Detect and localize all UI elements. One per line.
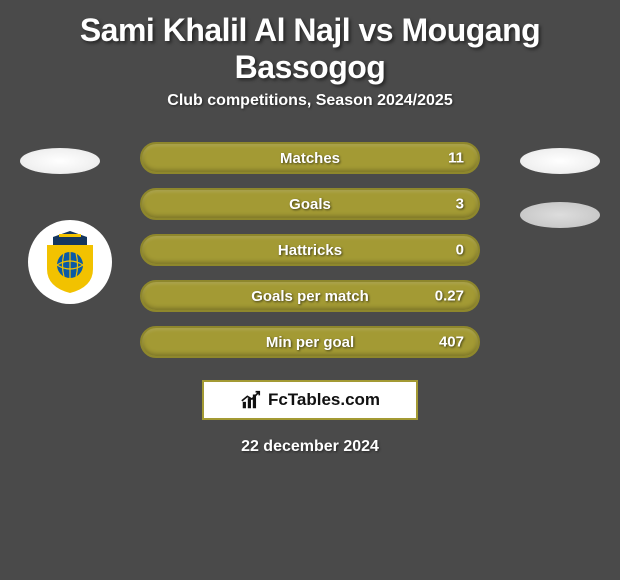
al-nassr-crest-icon [35, 227, 105, 297]
comparison-panel: Matches 11 Goals 3 Hattricks 0 Goals per… [0, 126, 620, 456]
stat-label: Matches [280, 150, 340, 167]
stat-bars: Matches 11 Goals 3 Hattricks 0 Goals per… [140, 126, 480, 358]
stat-label: Goals [289, 196, 331, 213]
stat-value: 0 [456, 242, 464, 259]
right-placeholder-ellipse-1 [520, 148, 600, 174]
stat-label: Hattricks [278, 242, 342, 259]
stat-bar-goals: Goals 3 [140, 188, 480, 220]
page-title: Sami Khalil Al Najl vs Mougang Bassogog [0, 0, 620, 92]
brand-text: FcTables.com [268, 390, 380, 410]
stat-value: 11 [448, 150, 464, 167]
stat-bar-goals-per-match: Goals per match 0.27 [140, 280, 480, 312]
bar-chart-icon [240, 389, 262, 411]
brand-badge: FcTables.com [202, 380, 418, 420]
stat-value: 3 [456, 196, 464, 213]
stat-bar-min-per-goal: Min per goal 407 [140, 326, 480, 358]
right-placeholder-ellipse-2 [520, 202, 600, 228]
stat-label: Goals per match [251, 288, 369, 305]
stat-label: Min per goal [266, 334, 354, 351]
stat-bar-hattricks: Hattricks 0 [140, 234, 480, 266]
left-club-logo [28, 220, 112, 304]
stat-value: 407 [439, 334, 464, 351]
stat-value: 0.27 [435, 288, 464, 305]
stat-bar-matches: Matches 11 [140, 142, 480, 174]
left-placeholder-ellipse [20, 148, 100, 174]
footer-date: 22 december 2024 [0, 438, 620, 456]
page-subtitle: Club competitions, Season 2024/2025 [0, 92, 620, 126]
